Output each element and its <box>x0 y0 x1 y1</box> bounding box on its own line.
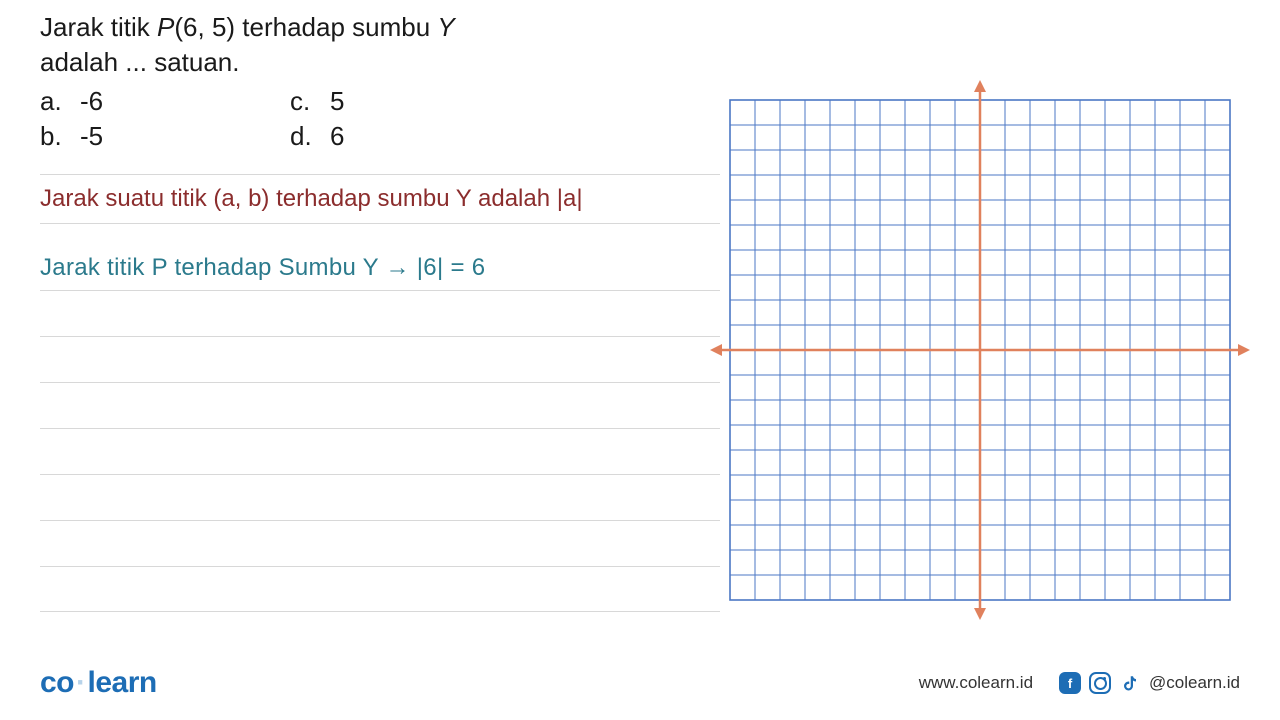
logo-part1: co <box>40 666 74 699</box>
q-line1-pre: Jarak titik <box>40 12 157 42</box>
option-c-letter: c. <box>290 84 330 119</box>
social-handle: @colearn.id <box>1149 673 1240 693</box>
option-d-letter: d. <box>290 119 330 154</box>
logo-part2: learn <box>88 666 157 699</box>
q-line2: adalah ... satuan. <box>40 47 239 77</box>
logo-dot: · <box>74 666 88 699</box>
option-b-value: -5 <box>80 119 290 154</box>
website-url: www.colearn.id <box>919 673 1033 693</box>
option-a-letter: a. <box>40 84 80 119</box>
q-axis: Y <box>437 12 454 42</box>
option-d-value: 6 <box>330 119 540 154</box>
coordinate-grid <box>710 80 1250 620</box>
q-point-coords: (6, 5) <box>174 12 235 42</box>
option-a-value: -6 <box>80 84 290 119</box>
hint-text: Jarak suatu titik (a, b) terhadap sumbu … <box>40 174 720 224</box>
facebook-icon: f <box>1059 672 1081 694</box>
ruled-lines <box>40 290 720 612</box>
question-text: Jarak titik P(6, 5) terhadap sumbu Y ada… <box>40 10 720 80</box>
instagram-icon <box>1089 672 1111 694</box>
option-b-letter: b. <box>40 119 80 154</box>
colearn-logo: co·learn <box>40 666 157 700</box>
handwritten-solution: Jarak titik P terhadap Sumbu Y → |6| = 6 <box>40 254 720 290</box>
q-point-letter: P <box>157 12 174 42</box>
option-c-value: 5 <box>330 84 540 119</box>
q-line1-mid: terhadap sumbu <box>235 12 437 42</box>
answer-options: a.-6 c.5 b.-5 d.6 <box>40 84 720 154</box>
tiktok-icon <box>1119 672 1141 694</box>
social-links: f @colearn.id <box>1059 672 1240 694</box>
